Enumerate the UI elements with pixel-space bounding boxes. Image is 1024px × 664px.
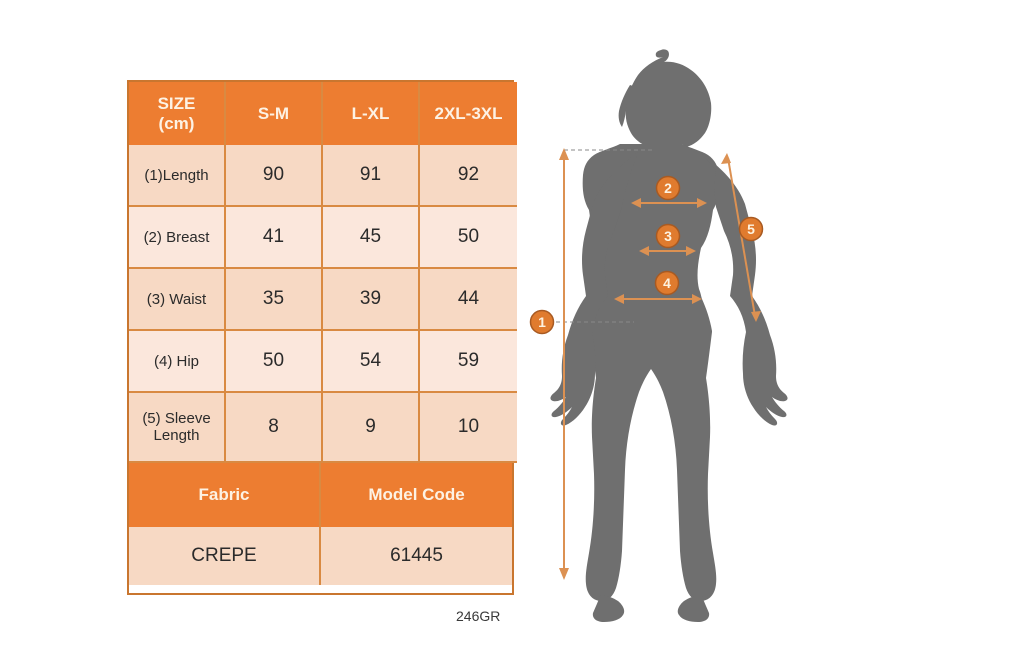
svg-text:1: 1 (538, 314, 546, 330)
svg-text:5: 5 (747, 221, 755, 237)
svg-text:2: 2 (664, 180, 672, 196)
svg-text:3: 3 (664, 228, 672, 244)
svg-text:4: 4 (663, 275, 671, 291)
